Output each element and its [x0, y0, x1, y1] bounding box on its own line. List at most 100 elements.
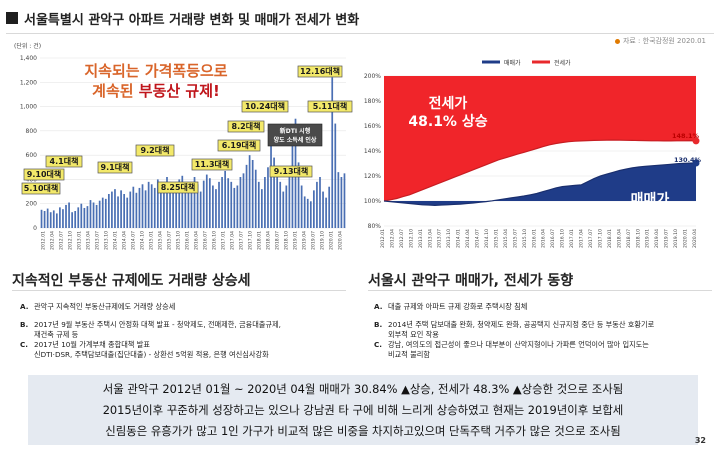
left-note-c: C. 2017년 10월 가계부채 종합대책 발표 — [20, 340, 150, 349]
left-bar — [328, 186, 331, 228]
right-x-tick-label: 2020.04 — [692, 229, 698, 248]
title-bar: 서울특별시 관악구 아파트 거래량 변화 및 매매가 전세가 변화 — [6, 6, 714, 32]
right-section-heading: 서울시 관악구 매매가, 전세가 동향 — [368, 273, 574, 289]
left-bar — [43, 211, 46, 228]
jeonse-area — [384, 76, 696, 201]
left-bar — [276, 173, 279, 228]
left-bar — [68, 202, 70, 228]
left-bar — [230, 181, 233, 228]
left-x-tick-label: 2017.01 — [221, 231, 227, 250]
left-bar — [55, 213, 58, 228]
left-x-tick-label: 2017.07 — [239, 231, 245, 250]
left-bar — [279, 181, 282, 228]
left-bar — [181, 175, 184, 228]
left-y-tick-label: 1,200 — [20, 79, 37, 86]
left-bar — [153, 187, 156, 228]
right-x-tick-label: 2016.10 — [560, 229, 566, 248]
left-bar — [325, 197, 327, 228]
left-bar — [184, 185, 187, 228]
left-bar — [254, 169, 257, 228]
left-bar — [83, 207, 86, 228]
left-bar — [260, 189, 263, 228]
left-bar — [208, 178, 211, 228]
left-bar — [245, 164, 248, 228]
price-index-chart: 매매가 전세가 148.1% 130.4% 80% 100% 120% 140% 160… — [364, 59, 702, 248]
left-annotation-box — [297, 65, 343, 78]
right-x-tick-label: 2016.04 — [541, 229, 547, 248]
left-annotation-box — [227, 120, 265, 133]
source-text: 자료 : 한국감정원 2020.01 — [622, 37, 706, 45]
left-annotation-box — [241, 100, 289, 113]
left-bar — [144, 190, 147, 228]
right-x-tick-label: 2014.10 — [484, 229, 490, 248]
left-bar — [221, 177, 223, 228]
left-annotation-label: 12.16대책 — [300, 66, 340, 76]
left-x-tick-label: 2013.10 — [104, 231, 110, 250]
right-y-tick-label: 120% — [364, 173, 381, 180]
left-x-tick-label: 2013.01 — [77, 231, 83, 250]
left-bar — [92, 202, 95, 228]
left-bar — [111, 191, 113, 228]
left-notes: A. 관악구 지속적인 부동산규제에도 거래량 상승세 B. 2017년 9월 부동… — [20, 302, 350, 360]
left-bar — [163, 191, 165, 228]
left-bar — [74, 211, 77, 228]
left-annotation-label: 5.11대책 — [313, 101, 347, 111]
right-x-tick-label: 2014.04 — [465, 229, 471, 248]
jeonse-callout-line1: 전세가 — [429, 95, 468, 112]
left-bar — [257, 181, 260, 228]
left-bar — [242, 173, 245, 228]
left-note-b: B. 2017년 9월 부동산 주택시 안정화 대책 발표 - 청약제도, 전매제… — [20, 320, 281, 329]
left-bar — [273, 157, 275, 228]
left-bar — [101, 197, 104, 228]
left-annotation-box — [97, 161, 133, 174]
jeonse-end-label: 148.1% — [672, 132, 700, 140]
right-x-tick-label: 2014.07 — [475, 229, 481, 248]
left-bar — [227, 178, 230, 228]
right-x-tick-label: 2018.04 — [616, 229, 622, 248]
summary-box: 서울 관악구 2012년 01월 ~ 2020년 04월 매매가 30.84% … — [28, 375, 698, 445]
right-y-tick-label: 180% — [364, 98, 381, 105]
right-x-tick-label: 2013.01 — [418, 229, 424, 248]
sale-end-label: 130.4% — [674, 156, 702, 164]
left-bar — [147, 181, 150, 228]
left-bar — [270, 140, 272, 228]
left-annotation-label: 8.2대책 — [232, 121, 261, 131]
left-bar — [236, 185, 239, 228]
right-y-tick-label: 200% — [364, 73, 381, 80]
left-annotations: 5.10대책 9.10대책 4.1대책 9.1대책 9.2대책 8.25대책 11.3대책 6… — [21, 65, 353, 195]
right-x-tick-label: 2015.01 — [493, 229, 499, 248]
left-bar — [52, 210, 55, 228]
left-annotation-label: 4.1대책 — [50, 156, 79, 166]
left-bar — [306, 198, 309, 228]
summary-line-3: 신림동은 유흥가가 많고 1인 가구가 비교적 많은 비중을 차지하고있으며 단… — [105, 424, 621, 438]
left-bar — [205, 174, 208, 228]
right-x-tick-label: 2012.04 — [389, 229, 395, 248]
left-x-tick-label: 2014.01 — [113, 231, 119, 250]
left-bar — [172, 192, 174, 228]
left-bar — [239, 177, 242, 228]
page-title: 서울특별시 관악구 아파트 거래량 변화 및 매매가 전세가 변화 — [24, 13, 360, 28]
left-x-tick-label: 2019.10 — [320, 231, 326, 250]
left-y-tick-label: 600 — [26, 152, 38, 159]
left-bar — [126, 197, 129, 228]
left-bar — [62, 209, 64, 228]
left-bar — [322, 191, 324, 228]
left-x-tick-label: 2016.07 — [203, 231, 209, 250]
left-x-tick-label: 2016.10 — [212, 231, 218, 250]
right-x-tick-label: 2013.10 — [446, 229, 452, 248]
left-bar — [46, 208, 49, 228]
left-bar — [175, 184, 178, 228]
left-bar — [337, 172, 340, 228]
right-x-tick-label: 2013.07 — [437, 229, 443, 248]
left-annotation-box — [23, 168, 65, 181]
left-bar — [160, 185, 162, 228]
left-x-tick-label: 2014.10 — [140, 231, 146, 250]
left-bar — [141, 184, 144, 228]
left-bar — [202, 180, 205, 228]
left-bar — [215, 189, 217, 228]
left-note-c-cont: 신DTI·DSR, 주택담보대출(집단대출) - 상환선 5억원 적용, 은행 … — [34, 350, 269, 359]
legend-label-jeonse: 전세가 — [554, 59, 571, 67]
left-bar — [297, 162, 300, 228]
